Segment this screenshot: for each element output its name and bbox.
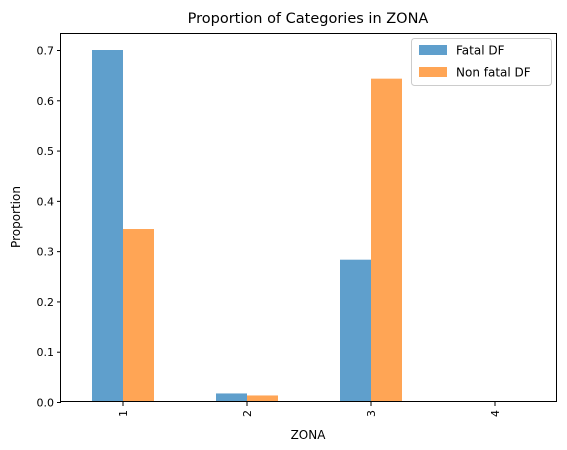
- legend: Fatal DF Non fatal DF: [411, 38, 552, 86]
- legend-label: Fatal DF: [456, 44, 505, 58]
- y-axis-label: Proportion: [9, 186, 23, 248]
- x-tick-label: 4: [489, 410, 502, 417]
- y-tick-label: 0.6: [37, 95, 55, 108]
- bar-fatal-zona-3: [340, 259, 371, 402]
- y-tick-label: 0.0: [37, 397, 55, 410]
- x-tick-label: 1: [117, 410, 130, 417]
- legend-swatch: [419, 67, 447, 77]
- bar-fatal-zona-2: [216, 393, 247, 402]
- y-axis: 0.0 0.1 0.2 0.3 0.4 0.5 0.6 0.7: [37, 45, 61, 410]
- legend-label: Non fatal DF: [456, 66, 531, 80]
- x-axis-label: ZONA: [291, 428, 327, 442]
- y-tick-label: 0.1: [37, 346, 55, 359]
- bars-group: [92, 50, 402, 403]
- y-tick-label: 0.3: [37, 246, 55, 259]
- bar-nonfatal-zona-3: [371, 78, 402, 403]
- x-axis: 1 2 3 4: [117, 402, 502, 417]
- y-tick-label: 0.4: [37, 195, 55, 208]
- y-tick-label: 0.5: [37, 145, 55, 158]
- y-tick-label: 0.7: [37, 45, 55, 58]
- x-tick-label: 3: [365, 410, 378, 417]
- bar-nonfatal-zona-1: [123, 229, 154, 402]
- bar-nonfatal-zona-2: [247, 395, 278, 402]
- y-tick-label: 0.2: [37, 296, 55, 309]
- x-tick-label: 2: [241, 410, 254, 417]
- chart-title: Proportion of Categories in ZONA: [188, 11, 429, 27]
- plot-frame: [60, 33, 557, 402]
- legend-swatch: [419, 45, 447, 55]
- bar-fatal-zona-1: [92, 50, 123, 402]
